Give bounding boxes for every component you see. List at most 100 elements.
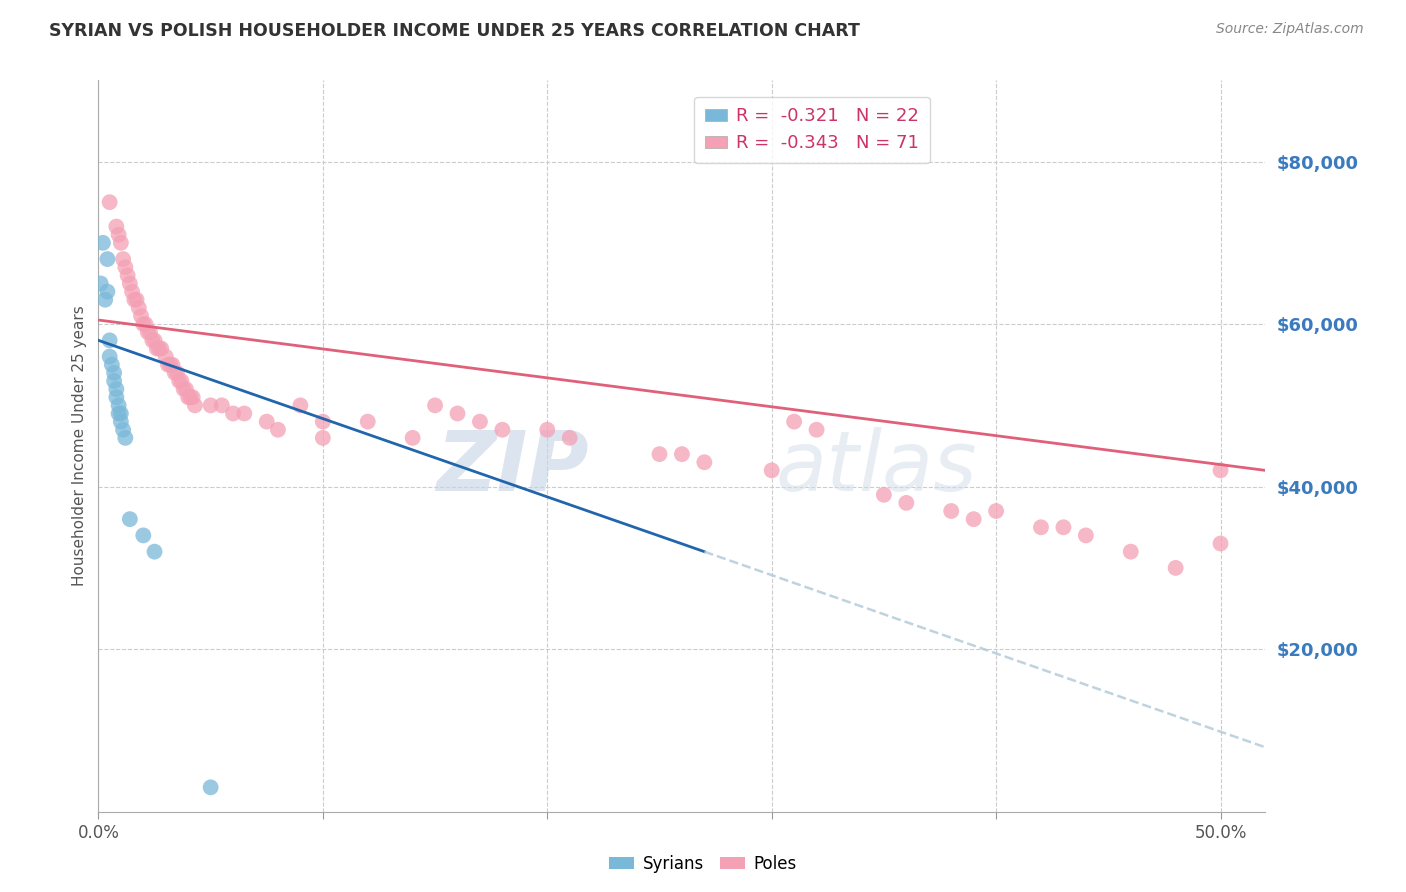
Point	[90, 277, 112, 291]
Point	[114, 431, 136, 445]
Point	[256, 415, 278, 429]
Point	[211, 398, 233, 412]
Point	[468, 415, 491, 429]
Point	[94, 293, 117, 307]
Point	[139, 325, 162, 339]
Point	[162, 358, 184, 372]
Point	[114, 260, 136, 275]
Point	[118, 512, 141, 526]
Point	[163, 366, 186, 380]
Point	[648, 447, 671, 461]
Point	[962, 512, 984, 526]
Point	[132, 317, 155, 331]
Point	[173, 382, 195, 396]
Point	[177, 390, 200, 404]
Point	[98, 334, 121, 348]
Y-axis label: Householder Income Under 25 years: Householder Income Under 25 years	[72, 306, 87, 586]
Point	[783, 415, 806, 429]
Point	[125, 293, 148, 307]
Legend: Syrians, Poles: Syrians, Poles	[602, 848, 804, 880]
Point	[112, 252, 135, 266]
Point	[132, 528, 155, 542]
Text: Source: ZipAtlas.com: Source: ZipAtlas.com	[1216, 22, 1364, 37]
Point	[107, 398, 129, 412]
Point	[150, 342, 173, 356]
Point	[98, 350, 121, 364]
Point	[117, 268, 139, 283]
Point	[105, 219, 128, 234]
Text: atlas: atlas	[775, 427, 977, 508]
Point	[118, 277, 141, 291]
Point	[312, 415, 335, 429]
Point	[112, 423, 135, 437]
Point	[184, 398, 207, 412]
Point	[121, 285, 143, 299]
Point	[693, 455, 716, 469]
Point	[896, 496, 918, 510]
Legend: R =  -0.321   N = 22, R =  -0.343   N = 71: R = -0.321 N = 22, R = -0.343 N = 71	[695, 96, 929, 163]
Point	[98, 195, 121, 210]
Point	[159, 358, 181, 372]
Point	[200, 780, 222, 795]
Point	[671, 447, 693, 461]
Point	[558, 431, 581, 445]
Point	[135, 317, 157, 331]
Point	[167, 374, 190, 388]
Text: ZIP: ZIP	[436, 427, 589, 508]
Point	[105, 382, 128, 396]
Point	[141, 334, 163, 348]
Point	[103, 366, 125, 380]
Point	[222, 407, 245, 421]
Point	[267, 423, 290, 437]
Point	[179, 390, 201, 404]
Point	[1209, 463, 1232, 477]
Point	[101, 358, 124, 372]
Point	[233, 407, 256, 421]
Point	[170, 374, 193, 388]
Point	[761, 463, 783, 477]
Point	[1029, 520, 1052, 534]
Point	[148, 342, 170, 356]
Point	[124, 293, 146, 307]
Point	[129, 309, 152, 323]
Point	[200, 398, 222, 412]
Point	[941, 504, 963, 518]
Point	[110, 235, 132, 250]
Text: SYRIAN VS POLISH HOUSEHOLDER INCOME UNDER 25 YEARS CORRELATION CHART: SYRIAN VS POLISH HOUSEHOLDER INCOME UNDE…	[49, 22, 860, 40]
Point	[96, 252, 118, 266]
Point	[984, 504, 1007, 518]
Point	[155, 350, 177, 364]
Point	[181, 390, 204, 404]
Point	[401, 431, 423, 445]
Point	[128, 301, 150, 315]
Point	[1074, 528, 1097, 542]
Point	[423, 398, 446, 412]
Point	[105, 390, 128, 404]
Point	[536, 423, 558, 437]
Point	[91, 235, 114, 250]
Point	[174, 382, 197, 396]
Point	[156, 358, 179, 372]
Point	[110, 415, 132, 429]
Point	[1119, 544, 1142, 558]
Point	[873, 488, 896, 502]
Point	[1164, 561, 1187, 575]
Point	[806, 423, 828, 437]
Point	[357, 415, 380, 429]
Point	[166, 366, 188, 380]
Point	[290, 398, 312, 412]
Point	[312, 431, 335, 445]
Point	[110, 407, 132, 421]
Point	[1052, 520, 1074, 534]
Point	[96, 285, 118, 299]
Point	[143, 544, 166, 558]
Point	[136, 325, 159, 339]
Point	[1209, 536, 1232, 550]
Point	[146, 342, 169, 356]
Point	[107, 227, 129, 242]
Point	[491, 423, 513, 437]
Point	[107, 407, 129, 421]
Point	[103, 374, 125, 388]
Point	[446, 407, 468, 421]
Point	[143, 334, 166, 348]
